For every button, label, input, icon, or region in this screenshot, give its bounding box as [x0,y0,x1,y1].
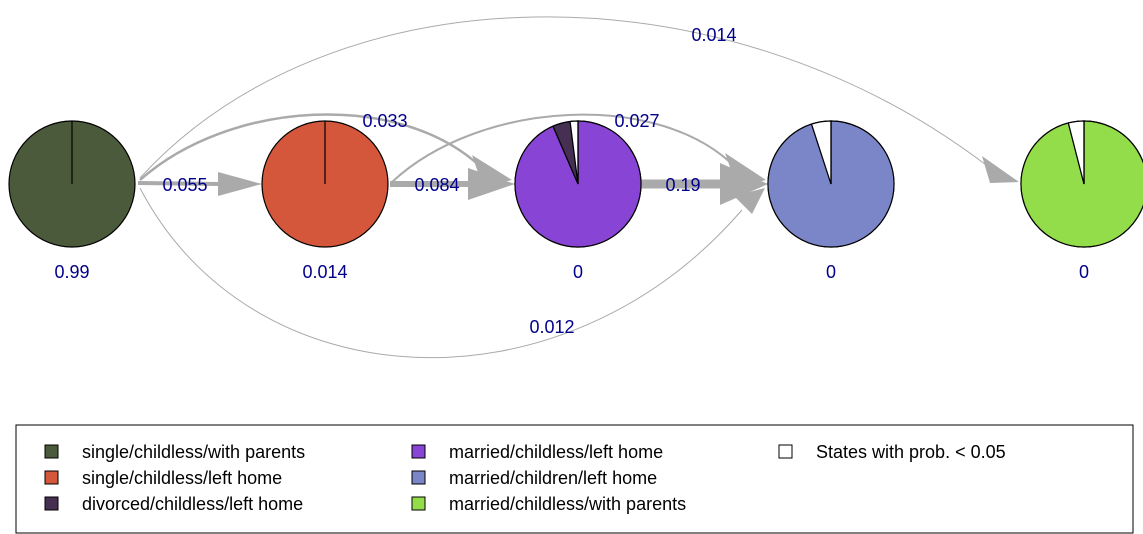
legend: single/childless/with parents single/chi… [15,424,1134,534]
state-pies [8,120,1143,248]
node-label-n2: 0.014 [302,262,347,282]
state-node-n2 [261,120,389,248]
edge-label-n1-n3: 0.033 [362,111,407,131]
legend-label-4: married/childless/left home [449,442,663,462]
edge-label-n1-n5: 0.014 [691,25,736,45]
legend-label-7: States with prob. < 0.05 [816,442,1006,462]
legend-label-6: married/childless/with parents [449,494,686,514]
edge-n1-n2 [137,181,219,186]
edge-n1-n3 [139,113,483,181]
edge-n1-n3-arrowhead [472,155,512,187]
legend-label-5: married/children/left home [449,468,657,488]
legend-swatch-1 [44,444,59,459]
legend-swatch-3 [44,496,59,511]
node-label-n3: 0 [573,262,583,282]
pie-slice-n5-0 [1020,120,1143,248]
legend-box [15,424,1134,534]
legend-label-1: single/childless/with parents [82,442,305,462]
edge-n2-n4-arrowhead [725,153,766,187]
edge-n1-n4 [139,187,743,359]
legend-label-3: divorced/childless/left home [82,494,303,514]
edge-label-n1-n2: 0.055 [162,175,207,195]
state-node-n5 [1020,120,1143,248]
legend-swatch-2 [44,470,59,485]
state-node-n3 [514,120,642,248]
transition-labels: 0.055 0.084 0.19 0.033 0.027 0.014 0.012 [162,25,736,337]
node-label-n4: 0 [826,262,836,282]
legend-label-2: single/childless/left home [82,468,282,488]
legend-swatch-4 [411,444,426,459]
edge-label-n3-n4: 0.19 [665,175,700,195]
node-label-n1: 0.99 [54,262,89,282]
legend-swatch-6 [411,496,426,511]
edge-label-n2-n3: 0.084 [414,175,459,195]
state-node-n4 [767,120,895,248]
edge-n1-n4-arrowhead [734,188,765,214]
node-label-n5: 0 [1079,262,1089,282]
transition-edges [137,16,1019,359]
edge-label-n2-n4: 0.027 [614,111,659,131]
initial-prob-labels: 0.99 0.014 0 0 0 [54,262,1089,282]
legend-swatch-5 [411,470,426,485]
edge-n1-n2-arrowhead [218,172,262,196]
state-node-n1 [8,120,136,248]
edge-label-n1-n4: 0.012 [529,317,574,337]
edge-n1-n5 [139,16,991,179]
edge-n1-n5-arrowhead [982,156,1019,183]
edge-n2-n4 [391,113,737,183]
legend-swatch-7 [778,444,793,459]
